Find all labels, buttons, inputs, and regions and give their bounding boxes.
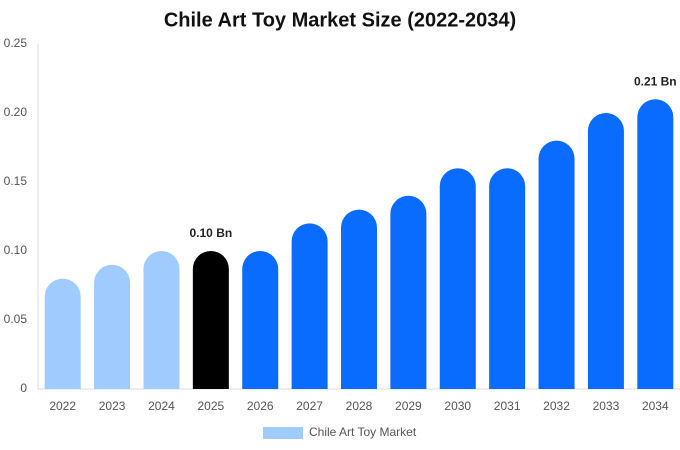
x-tick-label: 2034: [642, 399, 669, 413]
y-tick-label: 0.10: [4, 243, 28, 257]
y-tick-label: 0: [20, 381, 27, 395]
bar: [291, 223, 328, 389]
chart-title: Chile Art Toy Market Size (2022-2034): [164, 9, 516, 31]
x-tick-label: 2031: [494, 399, 521, 413]
bar: [94, 264, 131, 389]
x-tick-label: 2022: [49, 399, 76, 413]
bar: [587, 113, 624, 389]
x-tick-label: 2026: [247, 399, 274, 413]
x-tick-label: 2033: [593, 399, 620, 413]
y-tick-label: 0.20: [4, 105, 28, 119]
bar: [143, 251, 180, 389]
bar: [192, 251, 229, 389]
y-tick-label: 0.05: [4, 312, 28, 326]
value-label: 0.21 Bn: [634, 74, 677, 88]
legend-label: Chile Art Toy Market: [309, 425, 417, 439]
bar: [538, 140, 575, 389]
y-tick-label: 0.25: [4, 36, 28, 50]
x-tick-label: 2032: [543, 399, 570, 413]
x-tick-label: 2030: [444, 399, 471, 413]
x-tick-label: 2027: [296, 399, 323, 413]
bar: [439, 168, 476, 389]
x-tick-label: 2024: [148, 399, 175, 413]
bar: [489, 168, 526, 389]
bar: [637, 99, 674, 389]
bar: [390, 195, 427, 389]
x-tick-label: 2029: [395, 399, 422, 413]
legend-swatch: [263, 427, 303, 439]
bar: [242, 251, 279, 389]
x-tick-label: 2023: [99, 399, 126, 413]
y-tick-label: 0.15: [4, 174, 28, 188]
bar: [341, 209, 377, 389]
value-label: 0.10 Bn: [190, 226, 233, 240]
bar: [44, 278, 81, 389]
x-tick-label: 2028: [346, 399, 373, 413]
x-tick-label: 2025: [197, 399, 224, 413]
